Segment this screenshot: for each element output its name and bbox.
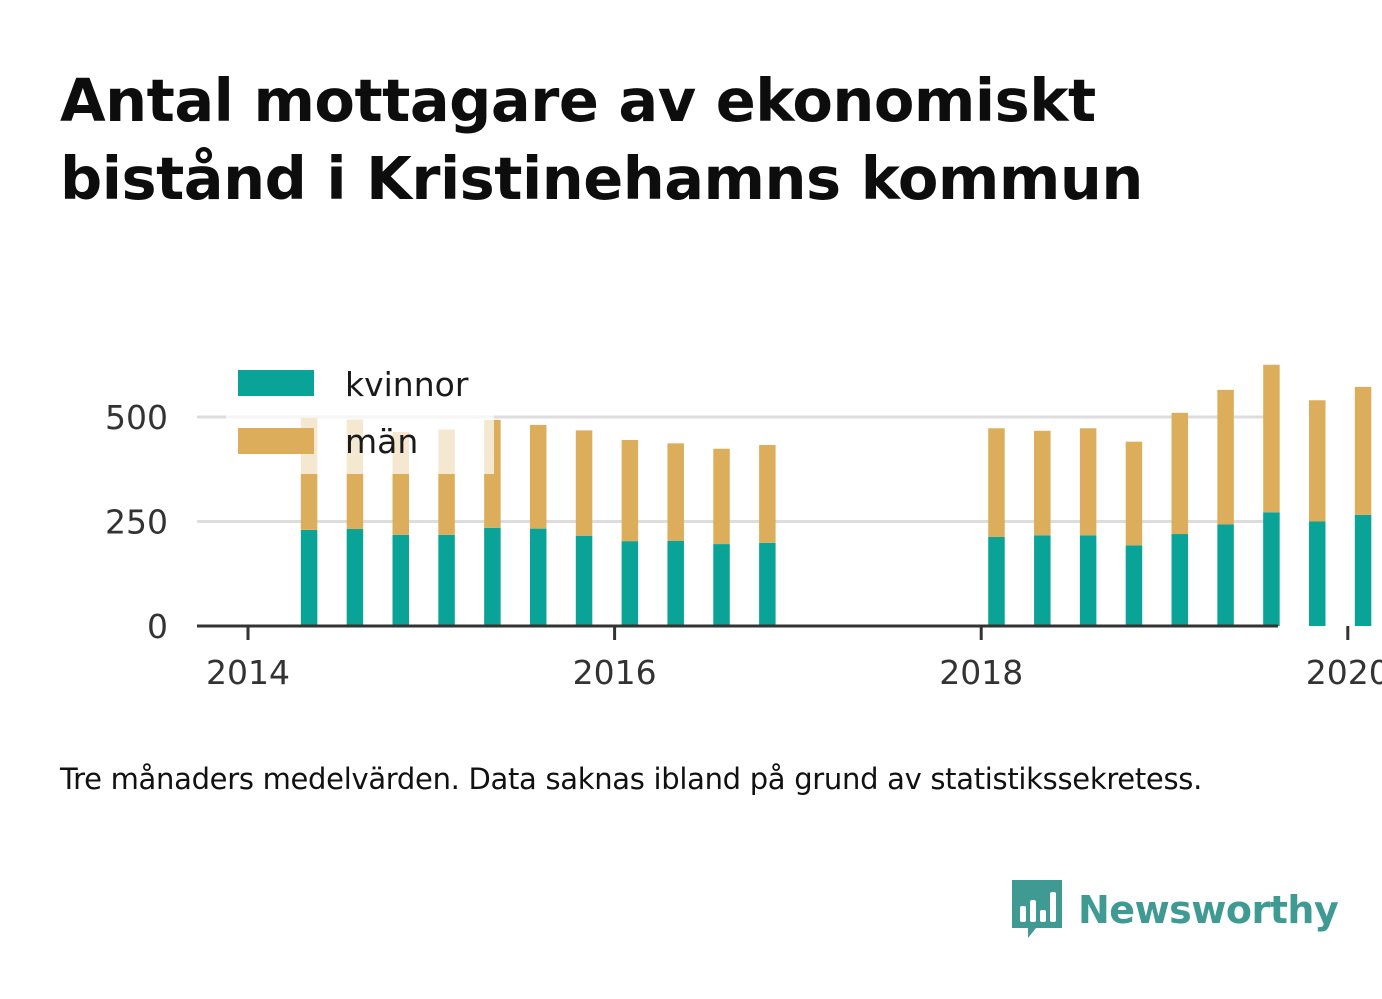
bar-kvinnor: [346, 529, 364, 626]
chart-caption: Tre månaders medelvärden. Data saknas ib…: [60, 762, 1202, 796]
x-tick-label: 2014: [206, 653, 290, 692]
x-tick-label: 2020: [1306, 653, 1382, 692]
bar-kvinnor: [1171, 534, 1189, 626]
newsworthy-chart-bubble-icon: [1012, 880, 1062, 938]
bar-kvinnor: [392, 534, 409, 626]
bar-kvinnor: [1263, 512, 1280, 626]
bar-kvinnor: [1034, 535, 1051, 626]
bar-man: [667, 443, 684, 541]
newsworthy-logo: Newsworthy: [1012, 878, 1339, 942]
legend-label-kvinnor: kvinnor: [345, 365, 469, 404]
bar-kvinnor: [1079, 535, 1097, 626]
bar-man: [1217, 389, 1234, 525]
bar-man: [1354, 386, 1372, 515]
bar-man: [529, 424, 547, 529]
bar-kvinnor: [713, 544, 730, 626]
bar-man: [621, 439, 639, 542]
bar-kvinnor: [759, 542, 776, 626]
bar-kvinnor: [667, 540, 684, 626]
axes: 0250500201420162018202020222024: [105, 398, 1382, 692]
bar-kvinnor: [438, 534, 455, 626]
x-tick-label: 2016: [573, 653, 657, 692]
bar-man: [1263, 364, 1280, 513]
legend-label-man: män: [345, 422, 418, 461]
legend-swatch-man: [238, 428, 314, 454]
bar-kvinnor: [484, 527, 501, 626]
y-tick-label: 0: [147, 607, 168, 646]
bar-kvinnor: [1354, 514, 1372, 626]
bar-man: [1079, 428, 1097, 536]
bar-man: [1309, 400, 1326, 522]
bar-kvinnor: [300, 529, 318, 626]
bar-man: [1125, 441, 1143, 546]
y-tick-label: 500: [105, 398, 168, 437]
chart-title: Antal mottagare av ekonomiskt bistånd i …: [60, 66, 1143, 213]
bar-kvinnor: [1309, 521, 1326, 626]
legend-swatch-kvinnor: [238, 370, 314, 396]
bar-man: [575, 430, 593, 536]
bar-kvinnor: [621, 541, 639, 626]
bar-kvinnor: [529, 528, 547, 626]
bar-kvinnor: [1217, 524, 1234, 626]
legend: kvinnor män: [226, 352, 494, 474]
x-tick-label: 2018: [939, 653, 1023, 692]
bar-man: [1034, 430, 1051, 536]
brand-name: Newsworthy: [1078, 888, 1339, 932]
y-tick-label: 250: [105, 503, 168, 542]
bar-man: [759, 445, 776, 543]
bar-kvinnor: [988, 536, 1005, 626]
bar-kvinnor: [1125, 545, 1143, 626]
bar-kvinnor: [575, 535, 593, 626]
bar-man: [713, 448, 730, 545]
bar-man: [988, 428, 1005, 537]
bar-man: [1171, 412, 1189, 535]
